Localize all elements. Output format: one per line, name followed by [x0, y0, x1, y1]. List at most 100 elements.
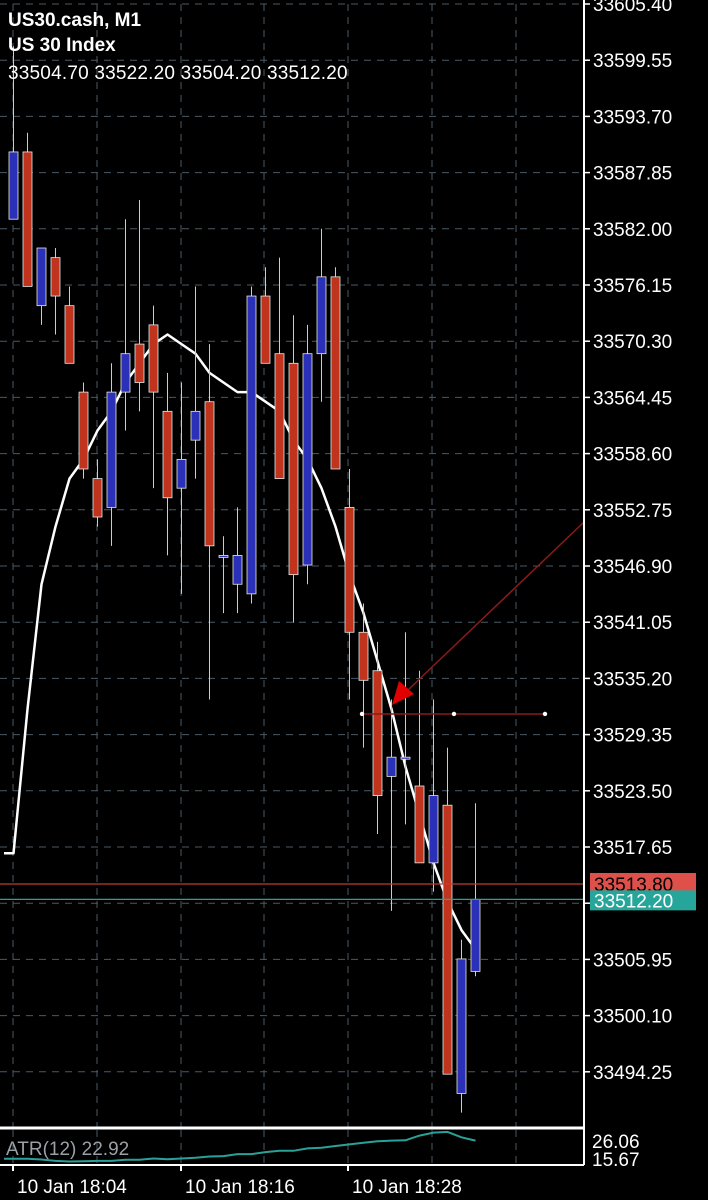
candle [316, 228, 327, 402]
chart-drawings [359, 521, 585, 717]
candle-body [386, 756, 397, 777]
candle-body [148, 324, 159, 393]
candle [148, 305, 159, 489]
candle [232, 507, 243, 614]
price-label: 33558.60 [593, 445, 672, 466]
candle [106, 363, 117, 546]
price-label: 33587.85 [593, 164, 672, 185]
candle [414, 670, 425, 864]
price-label: 33599.55 [593, 51, 672, 72]
candle-body [50, 257, 61, 297]
price-label: 33541.05 [593, 613, 672, 634]
candle [218, 536, 229, 614]
price-label: 33593.70 [593, 107, 672, 128]
candle-body [218, 555, 229, 558]
trend-arrow-line [407, 521, 585, 691]
candle-body [316, 276, 327, 355]
candle-body [470, 898, 481, 972]
axes [0, 0, 585, 1171]
price-label: 33505.95 [593, 950, 672, 971]
candle-body [106, 391, 117, 508]
candle-body [428, 795, 439, 864]
candle [246, 286, 257, 604]
price-axis: 33605.40 33599.55 33593.70 33587.85 33582.00… [584, 0, 696, 1171]
level-anchor-point [542, 711, 548, 717]
candle-body [456, 958, 467, 1094]
moving-average [3, 333, 477, 951]
bid-price-label: 33512.20 [594, 891, 673, 912]
price-label: 33494.25 [593, 1063, 672, 1084]
symbol-description: US 30 Index [8, 35, 116, 56]
candle-body [442, 804, 453, 1075]
candle [372, 641, 383, 835]
price-label: 33523.50 [593, 782, 672, 803]
atr-line [4, 1130, 476, 1163]
price-label: 33576.15 [593, 276, 672, 297]
price-label: 33517.65 [593, 838, 672, 859]
time-label: 10 Jan 18:04 [17, 1177, 127, 1198]
bid-price-tag [590, 890, 696, 911]
symbol-title: US30.cash, M1 [8, 10, 142, 31]
candle-body [92, 478, 103, 518]
candle-body [232, 555, 243, 585]
candle [442, 747, 453, 1075]
candle [456, 939, 467, 1113]
candle-body [372, 670, 383, 797]
level-anchor-point [359, 711, 365, 717]
candle-body [8, 151, 19, 220]
atr-scale-max: 26.06 [592, 1132, 640, 1153]
candle-body [64, 305, 75, 364]
candle [92, 459, 103, 527]
time-label: 10 Jan 18:16 [185, 1177, 295, 1198]
ask-price-tag [590, 872, 696, 893]
candle-body [400, 756, 411, 760]
candle [470, 803, 481, 977]
candle [330, 267, 341, 470]
price-label: 33570.30 [593, 332, 672, 353]
price-label: 33564.45 [593, 388, 672, 409]
candle [204, 344, 215, 700]
atr-label: ATR(12) 22.92 [6, 1139, 129, 1160]
candle [400, 632, 411, 825]
price-label: 33582.00 [593, 220, 672, 241]
candle-body [246, 295, 257, 595]
candle-body [288, 362, 299, 576]
candle-body [190, 410, 201, 441]
candle [36, 247, 47, 325]
candle [162, 372, 173, 556]
price-label: 33605.40 [593, 0, 672, 16]
candle-body [176, 458, 187, 489]
candle [428, 699, 439, 892]
candles [8, 46, 481, 1113]
candle [176, 382, 187, 594]
time-axis: 10 Jan 18:04 10 Jan 18:16 10 Jan 18:28 [17, 1177, 462, 1198]
candle-body [260, 295, 271, 364]
candle-body [274, 353, 285, 479]
candle-body [162, 410, 173, 499]
price-label: 33552.75 [593, 501, 672, 522]
candle-body [134, 343, 145, 383]
candle [260, 267, 271, 364]
candle [288, 315, 299, 623]
candle-body [302, 353, 313, 566]
candle-body [78, 391, 89, 470]
time-label: 10 Jan 18:28 [352, 1177, 462, 1198]
moving-average-line [3, 333, 477, 951]
candle [50, 248, 61, 335]
chart-grid [0, 3, 584, 1165]
candle-body [36, 247, 47, 307]
level-anchor-point [451, 711, 457, 717]
candle-body [358, 631, 369, 681]
candle [120, 219, 131, 431]
price-label: 33546.90 [593, 557, 672, 578]
candle [78, 382, 89, 479]
price-levels [0, 883, 584, 900]
candle [134, 199, 145, 412]
candle-body [120, 353, 131, 393]
candle [8, 46, 19, 220]
candle [274, 257, 285, 479]
candle [22, 132, 33, 287]
price-label: 33535.20 [593, 669, 672, 690]
candle [302, 324, 313, 585]
